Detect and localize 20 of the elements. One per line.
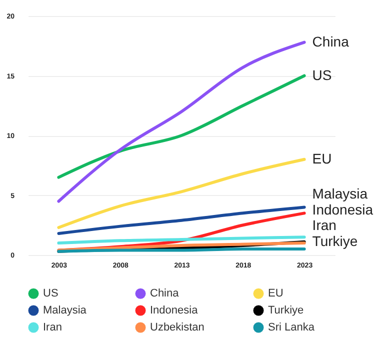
legend-label: EU [268, 288, 284, 300]
legend-label: Uzbekistan [150, 322, 204, 334]
line-series [57, 206, 306, 235]
annotation: China [312, 33, 350, 50]
legend-label: US [43, 288, 58, 300]
annotation: Indonesia [312, 201, 374, 218]
annotation: US [312, 66, 332, 83]
line-series [57, 40, 306, 203]
legend-label: Sri Lanka [268, 322, 316, 334]
annotation: Turkiye [312, 232, 358, 249]
legend-label: Indonesia [150, 304, 199, 316]
legend-label: Turkiye [268, 304, 304, 316]
line-series [57, 74, 306, 179]
annotation: Malaysia [312, 186, 368, 202]
annotation: Iran [312, 217, 336, 234]
line-series [57, 158, 306, 230]
legend-label: Malaysia [43, 304, 88, 316]
annotation: EU [312, 150, 332, 166]
legend-label: Iran [43, 322, 62, 334]
legend-label: China [150, 288, 180, 300]
